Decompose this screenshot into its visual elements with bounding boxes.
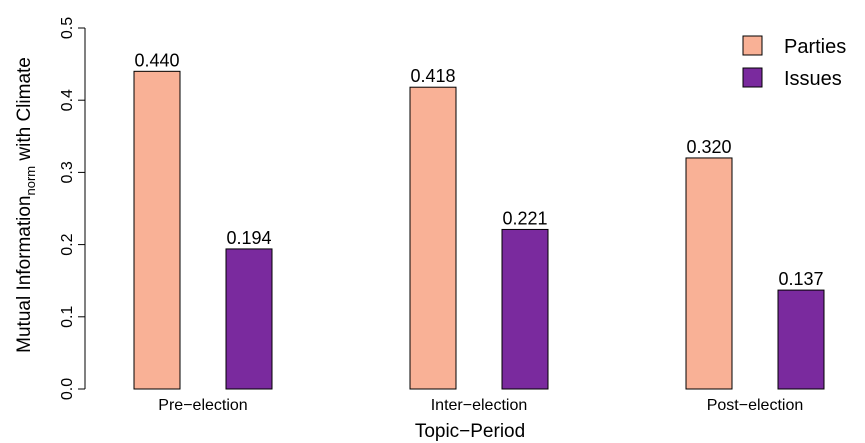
x-axis-title: Topic−Period <box>415 421 525 442</box>
bar-parties-2 <box>685 157 733 390</box>
y-axis-title-tail: with Climate <box>14 57 35 166</box>
bar-value-label: 0.194 <box>226 228 271 248</box>
legend-swatch-issues <box>742 67 763 88</box>
y-tick-label: 0.2 <box>59 233 76 255</box>
category-labels: Pre−election Inter−election Post−election <box>158 397 803 414</box>
bar-issues-0 <box>225 248 273 390</box>
legend: Parties Issues <box>742 35 846 90</box>
legend-swatch-parties <box>742 35 763 56</box>
bars <box>133 70 825 390</box>
y-tick-label: 0.1 <box>59 306 76 328</box>
y-tick-label: 0.0 <box>59 378 76 400</box>
legend-label-parties: Parties <box>784 36 846 58</box>
legend-label-issues: Issues <box>784 68 842 90</box>
y-axis-title: Mutual Informationnorm with Climate <box>14 57 38 353</box>
y-axis: 0.0 0.1 0.2 0.3 0.4 0.5 <box>59 17 86 400</box>
bar-labels: 0.440 0.194 0.418 0.221 0.320 0.137 <box>134 50 823 289</box>
y-axis-title-subscript: norm <box>23 166 38 196</box>
y-tick-label: 0.4 <box>59 89 76 111</box>
y-tick-label: 0.5 <box>59 17 76 39</box>
bar-parties-1 <box>409 86 457 390</box>
category-label: Post−election <box>707 397 804 414</box>
y-axis-title-main: Mutual Information <box>14 196 35 353</box>
category-label: Pre−election <box>158 397 247 414</box>
bar-value-label: 0.221 <box>502 208 547 228</box>
category-label: Inter−election <box>431 397 528 414</box>
bar-value-label: 0.418 <box>410 66 455 86</box>
bar-value-label: 0.440 <box>134 50 179 70</box>
bar-parties-0 <box>133 70 181 390</box>
bar-value-label: 0.137 <box>778 269 823 289</box>
bar-issues-1 <box>501 228 549 390</box>
bar-issues-2 <box>777 289 825 390</box>
y-tick-label: 0.3 <box>59 161 76 183</box>
bar-value-label: 0.320 <box>686 137 731 157</box>
